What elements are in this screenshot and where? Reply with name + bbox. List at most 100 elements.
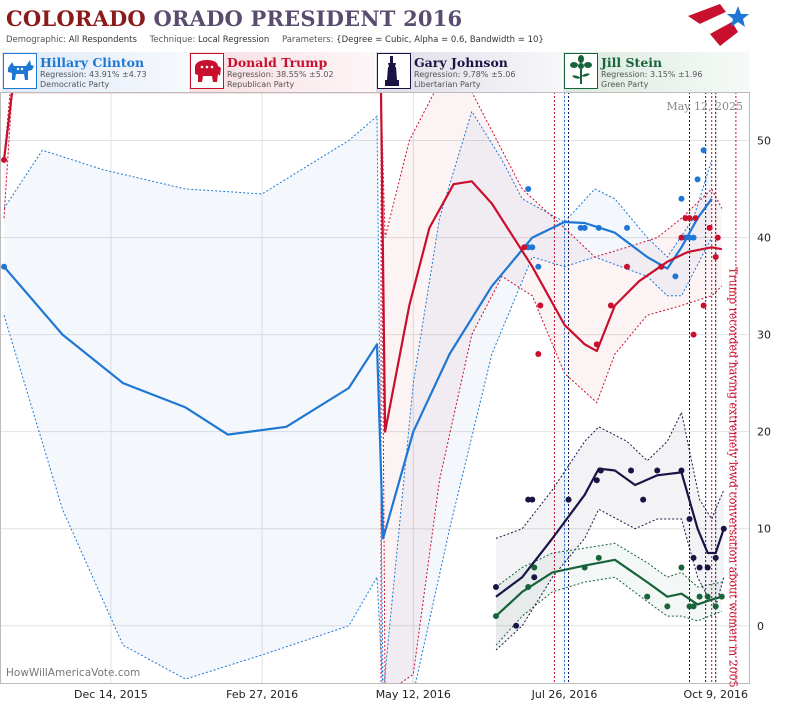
- candidate-party: Democratic Party: [40, 80, 110, 89]
- poll-point-donald-trump: [690, 331, 697, 338]
- confidence-band-donald-trump: [4, 92, 722, 684]
- poll-point-gary-johnson: [678, 467, 685, 474]
- technique-value: Local Regression: [198, 35, 270, 45]
- title-race: ORADO PRESIDENT 2016: [153, 6, 463, 31]
- y-tick-label: 0: [757, 620, 764, 633]
- poll-point-hillary-clinton: [595, 224, 602, 231]
- poll-point-jill-stein: [678, 564, 685, 571]
- technique-label: Technique:: [149, 35, 196, 45]
- candidate-name: Gary Johnson: [414, 55, 508, 70]
- poll-point-gary-johnson: [531, 574, 538, 581]
- chart-title: COLORADO ORADO PRESIDENT 2016: [6, 6, 462, 31]
- regression-line-gary-johnson: [495, 467, 725, 598]
- candidate-name: Donald Trump: [227, 55, 328, 70]
- candidate-regression: Regression: 9.78% ±5.06: [414, 70, 516, 79]
- candidate-name: Jill Stein: [601, 55, 663, 70]
- poll-point-jill-stein: [664, 603, 671, 610]
- poll-point-donald-trump: [593, 341, 600, 348]
- event-annotation: Trump recorded having extremely lewd con…: [727, 267, 740, 688]
- poll-point-gary-johnson: [686, 516, 693, 523]
- candidate-party: Green Party: [601, 80, 649, 89]
- poll-point-gary-johnson: [628, 467, 635, 474]
- lower-bound-donald-trump: [3, 92, 723, 684]
- plot-area: [1, 92, 737, 684]
- flower-icon: [564, 53, 598, 89]
- legend-gary-johnson: Gary Johnson Regression: 9.78% ±5.06 Liber…: [376, 52, 562, 92]
- poll-point-gary-johnson: [696, 564, 703, 571]
- legend-hillary-clinton: Hillary Clinton Regression: 43.91% ±4.73 D…: [2, 52, 188, 92]
- candidate-regression: Regression: 3.15% ±1.96: [601, 70, 703, 79]
- y-tick-label: 20: [757, 426, 771, 439]
- y-tick-label: 30: [757, 329, 771, 342]
- demographic-label: Demographic:: [6, 35, 67, 45]
- upper-bound-jill-stein: [495, 542, 722, 588]
- candidate-regression: Regression: 43.91% ±4.73: [40, 70, 147, 79]
- chart-header: COLORADO ORADO PRESIDENT 2016 Demographi…: [0, 0, 789, 50]
- parameters-value: {Degree = Cubic, Alpha = 0.6, Bandwidth …: [336, 35, 544, 45]
- regression-chart: 0 10 20 30 40 50 Dec 14, 2015 Feb 27, 2016 May 1…: [0, 92, 771, 701]
- poll-point-gary-johnson: [529, 496, 536, 503]
- poll-point-jill-stein: [492, 613, 499, 620]
- regression-line-jill-stein: [495, 558, 723, 617]
- x-tick-label: May 12, 2016: [376, 688, 451, 701]
- poll-point-donald-trump: [537, 302, 544, 309]
- poll-point-gary-johnson: [640, 496, 647, 503]
- poll-point-donald-trump: [714, 234, 721, 241]
- poll-point-jill-stein: [704, 593, 711, 600]
- x-tick-label: Jul 26, 2016: [531, 688, 598, 701]
- poll-point-gary-johnson: [704, 564, 711, 571]
- poll-point-gary-johnson: [690, 554, 697, 561]
- y-tick-label: 10: [757, 523, 771, 536]
- poll-point-donald-trump: [624, 263, 631, 270]
- poll-point-hillary-clinton: [690, 234, 697, 241]
- candidate-party: Libertarian Party: [414, 80, 481, 89]
- poll-point-gary-johnson: [492, 583, 499, 590]
- chart-parameters: Demographic: All Respondents Technique: …: [6, 35, 544, 45]
- poll-point-donald-trump: [700, 302, 707, 309]
- poll-point-gary-johnson: [597, 467, 604, 474]
- poll-point-donald-trump: [686, 215, 693, 222]
- x-tick-label: Feb 27, 2016: [226, 688, 298, 701]
- poll-point-hillary-clinton: [694, 176, 701, 183]
- poll-point-jill-stein: [696, 593, 703, 600]
- candidate-regression: Regression: 38.55% ±5.02: [227, 70, 334, 79]
- poll-point-gary-johnson: [513, 622, 520, 629]
- y-tick-label: 50: [757, 135, 771, 148]
- upper-bound-gary-johnson: [495, 410, 725, 539]
- poll-point-hillary-clinton: [624, 224, 631, 231]
- x-tick-label: Oct 9, 2016: [683, 688, 748, 701]
- y-tick-label: 40: [757, 232, 771, 245]
- candidate-party: Republican Party: [227, 80, 295, 89]
- poll-point-donald-trump: [692, 215, 699, 222]
- legend-donald-trump: Donald Trump Regression: 38.55% ±5.02 Repu…: [189, 52, 375, 92]
- date-stamp: May 12, 2025: [666, 100, 743, 113]
- parameters-label: Parameters:: [281, 35, 334, 45]
- poll-point-hillary-clinton: [581, 224, 588, 231]
- poll-point-gary-johnson: [565, 496, 572, 503]
- statue-of-liberty-icon: [377, 53, 411, 89]
- poll-point-hillary-clinton: [529, 244, 536, 251]
- poll-point-donald-trump: [607, 302, 614, 309]
- legend-jill-stein: Jill Stein Regression: 3.15% ±1.96 Green P…: [563, 52, 749, 92]
- regression-line-donald-trump: [2, 92, 723, 433]
- poll-point-donald-trump: [706, 224, 713, 231]
- confidence-band-gary-johnson: [496, 412, 724, 650]
- site-logo-icon: [688, 4, 749, 46]
- poll-point-donald-trump: [521, 244, 528, 251]
- poll-point-jill-stein: [581, 564, 588, 571]
- poll-point-jill-stein: [712, 603, 719, 610]
- elephant-icon: [190, 53, 224, 89]
- candidate-name: Hillary Clinton: [40, 55, 145, 70]
- upper-bound-donald-trump: [3, 92, 723, 258]
- poll-point-donald-trump: [535, 351, 542, 358]
- lower-bound-hillary-clinton: [3, 237, 713, 684]
- poll-point-hillary-clinton: [1, 263, 8, 270]
- demographic-value: All Respondents: [68, 35, 137, 45]
- donkey-icon: [3, 53, 37, 89]
- x-tick-label: Dec 14, 2015: [74, 688, 148, 701]
- poll-point-hillary-clinton: [535, 263, 542, 270]
- poll-point-gary-johnson: [712, 554, 719, 561]
- poll-point-jill-stein: [595, 554, 602, 561]
- poll-point-donald-trump: [712, 253, 719, 260]
- plot-frame: [0, 92, 750, 684]
